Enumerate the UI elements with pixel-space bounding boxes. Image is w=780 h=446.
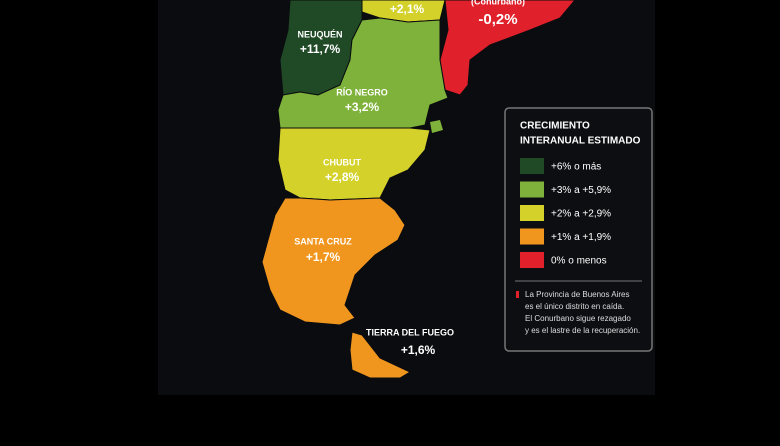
- region-value: +2,1%: [390, 2, 425, 16]
- note-line: es el único distrito en caída.: [525, 302, 624, 311]
- legend-title: CRECIMIENTO: [520, 121, 590, 132]
- note-icon: [516, 291, 519, 298]
- note-line: El Conurbano sigue rezagado: [525, 314, 631, 323]
- legend: CRECIMIENTO INTERANUAL ESTIMADO +6% o más +…: [516, 121, 641, 335]
- legend-label: 0% o menos: [551, 256, 607, 267]
- legend-swatch: [520, 181, 544, 198]
- map: [261, 0, 576, 379]
- region-value: +3,2%: [345, 100, 380, 114]
- region-value: +11,7%: [300, 42, 341, 56]
- labels: +2,1% (Conurbano) -0,2% NEUQUÉN +11,7% RÍO NE…: [294, 0, 525, 357]
- region: [261, 197, 406, 326]
- note-line: La Provincia de Buenos Aires: [525, 290, 630, 299]
- region-name: (Conurbano): [471, 0, 525, 6]
- legend-title: INTERANUAL ESTIMADO: [520, 136, 641, 147]
- legend-label: +2% a +2,9%: [551, 209, 611, 220]
- island: [430, 120, 443, 133]
- region: [277, 127, 431, 201]
- legend-swatch: [520, 158, 544, 174]
- legend-swatch: [520, 228, 544, 245]
- region-name: TIERRA DEL FUEGO: [366, 327, 454, 337]
- region-name: NEUQUÉN: [297, 29, 342, 39]
- region: [349, 331, 412, 379]
- note-line: y es el lastre de la recuperación.: [525, 326, 640, 335]
- region-value: -0,2%: [478, 11, 517, 28]
- legend-label: +1% a +1,9%: [551, 232, 611, 243]
- region-name: CHUBUT: [323, 157, 361, 167]
- region-name: SANTA CRUZ: [294, 236, 352, 246]
- region-name: RÍO NEGRO: [336, 87, 388, 97]
- region-value: +2,8%: [325, 170, 360, 184]
- region-value: +1,6%: [401, 343, 436, 357]
- legend-swatch: [520, 252, 544, 268]
- legend-label: +6% o más: [551, 162, 601, 173]
- legend-swatch: [520, 205, 544, 221]
- region: [439, 0, 576, 96]
- region-value: +1,7%: [306, 250, 341, 264]
- legend-label: +3% a +5,9%: [551, 185, 611, 196]
